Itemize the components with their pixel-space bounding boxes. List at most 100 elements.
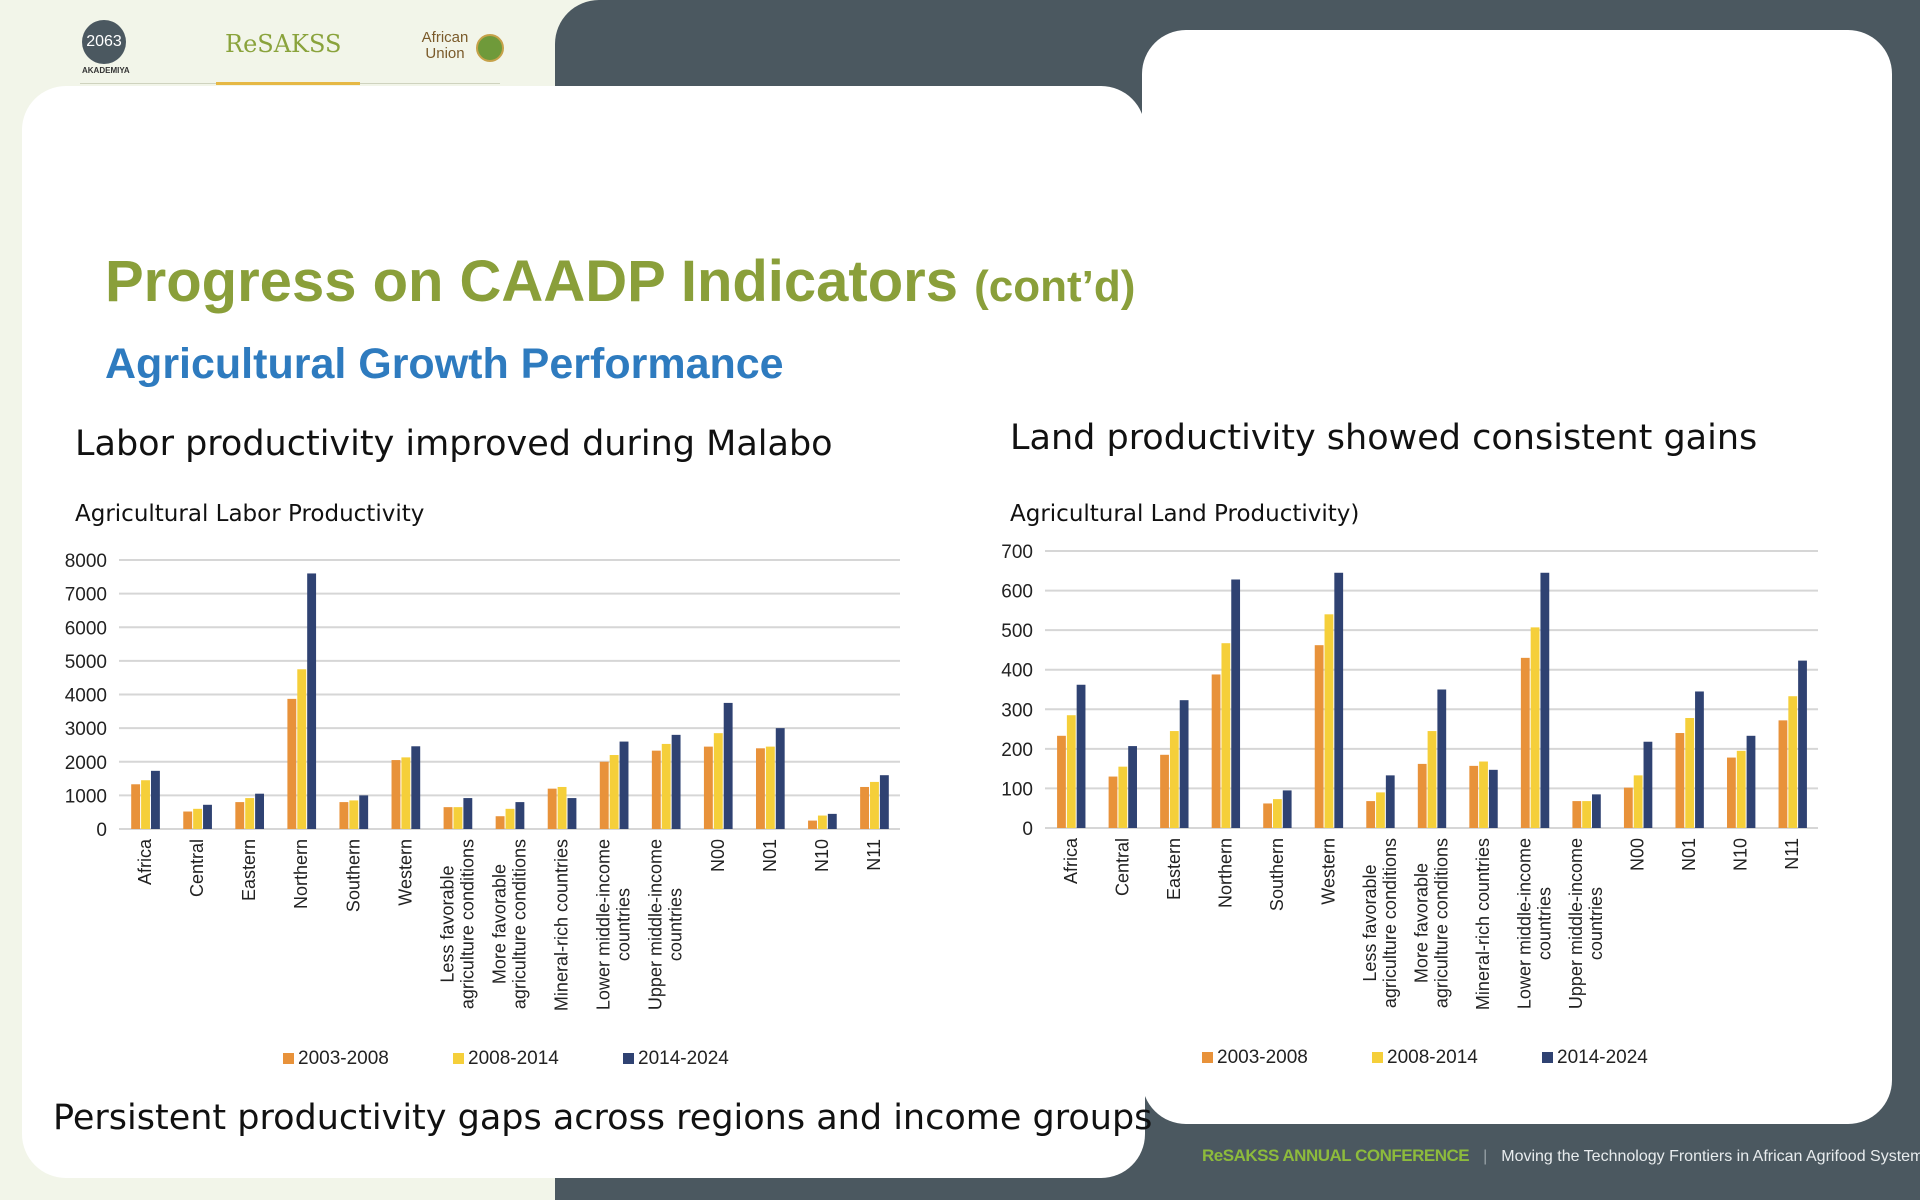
bar-2003-2008-6 (443, 807, 453, 829)
bar-2014-2024-12 (775, 728, 785, 829)
x-category-label: Eastern (1164, 838, 1184, 900)
y-tick-label: 3000 (65, 719, 107, 740)
x-category-label: N01 (760, 839, 780, 872)
legend-label: 2008-2014 (1387, 1047, 1478, 1068)
x-category-label: Eastern (239, 839, 259, 901)
legend-label: 2003-2008 (298, 1048, 389, 1069)
bar-2008-2014-0 (141, 780, 150, 829)
x-category-label: N00 (708, 839, 728, 872)
x-category-label: Central (187, 839, 207, 897)
x-category-label: agriculture conditions (1432, 838, 1452, 1008)
x-category-label: Western (1318, 838, 1338, 905)
bar-2003-2008-6 (1366, 801, 1376, 828)
bar-2003-2008-4 (1263, 803, 1273, 828)
legend-swatch (623, 1053, 634, 1064)
x-category-label: countries (666, 888, 686, 961)
x-category-label: Less favorable (437, 866, 457, 983)
bar-2008-2014-14 (870, 781, 879, 829)
bar-2003-2008-2 (235, 802, 245, 829)
bar-2003-2008-10 (651, 750, 661, 829)
x-category-label: agriculture conditions (1380, 838, 1400, 1008)
bar-2003-2008-14 (1778, 720, 1788, 828)
bar-2003-2008-4 (339, 802, 349, 829)
bar-2003-2008-12 (755, 748, 765, 829)
y-tick-label: 8000 (65, 551, 107, 572)
bar-2014-2024-6 (463, 798, 473, 829)
x-category-label: Northern (1215, 838, 1235, 908)
x-category-label: Southern (343, 839, 363, 912)
bar-2008-2014-10 (661, 743, 671, 829)
y-tick-label: 7000 (65, 585, 107, 606)
bar-2014-2024-0 (1076, 684, 1086, 828)
bar-2014-2024-11 (1643, 741, 1653, 828)
labor-chart-title: Agricultural Labor Productivity (75, 501, 425, 527)
bar-2008-2014-9 (1530, 627, 1540, 828)
logo-accent-line (216, 82, 360, 85)
african-union-logo: African Union (421, 29, 469, 62)
akademiya-logo-text: 2063 (86, 33, 122, 50)
footer-separator: | (1483, 1148, 1488, 1165)
bar-2008-2014-12 (765, 746, 775, 829)
x-category-label: N11 (864, 839, 884, 871)
legend-swatch (1202, 1052, 1213, 1063)
akademiya-caption: AKADEMIYA (82, 66, 130, 75)
bar-2008-2014-3 (297, 669, 307, 829)
bar-2003-2008-9 (1520, 657, 1530, 828)
bar-2003-2008-1 (1108, 776, 1118, 828)
akademiya-logo: 2063 (82, 20, 126, 64)
y-tick-label: 100 (1001, 779, 1033, 800)
y-tick-label: 700 (1001, 542, 1033, 563)
bar-2008-2014-9 (609, 755, 619, 829)
x-category-label: N00 (1628, 838, 1648, 871)
right-heading: Land productivity showed consistent gain… (1010, 418, 1758, 458)
land-productivity-chart: 0 100 200 300 400 500 600 700 Africa Central Easte… (1001, 542, 1818, 1068)
y-tick-label: 0 (96, 820, 107, 841)
x-category-label: Lower middle-income (594, 839, 614, 1010)
bar-2014-2024-9 (1540, 572, 1550, 828)
bar-2003-2008-7 (1417, 763, 1427, 828)
bar-2014-2024-3 (307, 573, 317, 829)
x-category-label: N01 (1679, 838, 1699, 871)
bar-2014-2024-1 (1128, 746, 1137, 828)
bar-2014-2024-8 (567, 798, 577, 829)
x-category-label: Africa (135, 838, 155, 885)
bar-2014-2024-5 (411, 746, 421, 829)
y-tick-label: 500 (1001, 621, 1033, 642)
bar-2008-2014-7 (1427, 731, 1437, 828)
x-category-label: Lower middle-income (1515, 838, 1535, 1009)
bar-2003-2008-5 (1314, 645, 1324, 828)
african-union-emblem-icon (476, 34, 504, 62)
resakss-logo: ReSAKSS (225, 30, 342, 58)
x-category-label: agriculture conditions (510, 839, 530, 1009)
bar-2008-2014-4 (349, 800, 359, 829)
bar-2003-2008-14 (860, 786, 870, 829)
x-category-label: Mineral-rich countries (552, 839, 572, 1011)
legend-label: 2014-2024 (638, 1048, 729, 1069)
x-category-label: N10 (1731, 838, 1751, 871)
bottom-statement: Persistent productivity gaps across regi… (53, 1098, 1153, 1138)
bar-2008-2014-13 (817, 815, 827, 829)
y-tick-label: 5000 (65, 652, 107, 673)
bar-2003-2008-0 (131, 784, 141, 829)
x-category-label: N10 (812, 839, 832, 872)
bar-2014-2024-9 (619, 741, 629, 829)
bar-2003-2008-1 (183, 811, 193, 829)
slide-title: Progress on CAADP Indicators (cont’d) (105, 249, 1136, 314)
bar-2014-2024-8 (1488, 769, 1498, 828)
y-tick-label: 1000 (65, 786, 107, 807)
x-category-label: countries (1586, 887, 1606, 960)
bar-2014-2024-13 (827, 813, 837, 829)
labor-productivity-chart: 0 1000 2000 3000 4000 5000 6000 7000 8000 Africa C… (65, 551, 900, 1069)
bar-2003-2008-11 (703, 746, 713, 829)
bar-2003-2008-9 (599, 761, 609, 829)
bar-2014-2024-2 (255, 793, 265, 829)
bar-2014-2024-4 (1282, 790, 1292, 828)
bar-2014-2024-14 (1798, 660, 1807, 828)
bar-2008-2014-5 (401, 757, 411, 829)
y-tick-label: 0 (1022, 819, 1033, 840)
x-category-label: Less favorable (1360, 865, 1380, 982)
bar-2014-2024-0 (150, 770, 160, 829)
footer-conference: ReSAKSS ANNUAL CONFERENCE (1202, 1146, 1470, 1165)
bar-2008-2014-11 (713, 733, 723, 829)
y-tick-label: 4000 (65, 686, 107, 707)
